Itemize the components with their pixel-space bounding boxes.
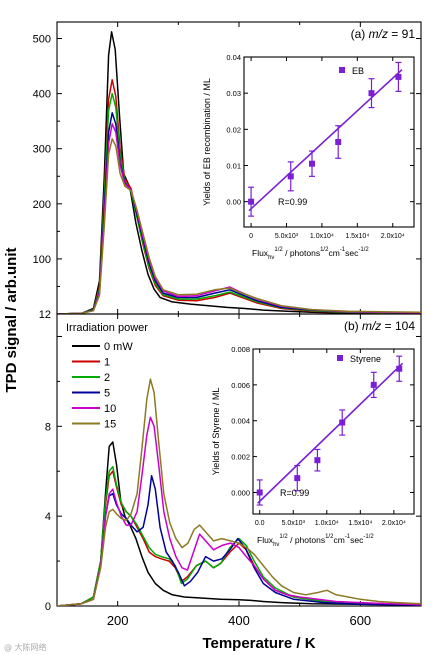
y-axis-title: TPD signal / arb.unit	[3, 247, 20, 392]
inset-b-ylabel: Yields of Styrene / ML	[211, 388, 221, 476]
inset-a-ytick-label: 0.02	[226, 125, 241, 134]
panel-a-ytick-label: 100	[33, 254, 51, 266]
inset-a-fit-line	[248, 69, 403, 212]
xtick-label: 600	[349, 613, 371, 628]
inset-b-frame	[252, 348, 415, 515]
inset-a-xtick-label: 2.0x10⁴	[381, 233, 405, 240]
inset-a: 0.00 0.01 0.02 0.03 0.04 0 5.0x10³ 1.0x10⁴ 1.5x1…	[202, 53, 415, 261]
inset-a-annotation: R=0.99	[278, 197, 307, 207]
panel-a-ytick-label: 500	[33, 34, 51, 46]
xtick-label: 200	[107, 613, 129, 628]
legend-label-0-mW: 0 mW	[104, 341, 133, 353]
xtick-label: 400	[228, 613, 250, 628]
inset-b-point	[396, 365, 403, 372]
inset-b-annotation: R=0.99	[280, 488, 309, 498]
inset-a-ytick-label: 0.04	[226, 53, 241, 62]
panel-b-label: (b) m/z = 104	[344, 319, 415, 333]
shared-axes: 200 400 600 Temperature / K TPD signal / arb…	[3, 247, 371, 652]
inset-a-xtick-label: 1.5x10⁴	[345, 233, 369, 240]
inset-a-frame	[243, 56, 415, 228]
inset-b-point	[256, 489, 263, 496]
inset-a-ytick-label: 0.00	[226, 198, 241, 207]
panel-b-ytick-label: 0	[45, 601, 51, 613]
inset-b-point	[339, 419, 346, 426]
series-line-b-10	[57, 416, 421, 606]
inset-a-xtick-label: 1.0x10⁴	[310, 233, 334, 240]
inset-a-ytick-label: 0.03	[226, 89, 241, 98]
inset-a-point	[335, 139, 342, 145]
inset-b-xtick-label: 0.0	[255, 520, 265, 527]
series-line-a-10	[57, 123, 421, 314]
watermark: @ 大陈网络	[4, 642, 47, 652]
inset-a-xtick-label: 0	[249, 233, 253, 240]
legend-label-1: 1	[104, 357, 110, 369]
inset-b-legend-marker	[337, 355, 343, 361]
inset-b-ytick-label: 0.008	[231, 345, 250, 354]
inset-b-fit-line	[257, 362, 404, 504]
inset-b-xtick-label: 5.0x10³	[282, 520, 306, 527]
inset-b-point	[314, 457, 321, 464]
inset-a-point	[395, 73, 402, 80]
x-axis-title: Temperature / K	[202, 635, 315, 652]
inset-b-ytick-label: 0.000	[231, 488, 250, 497]
inset-b-legend-label: Styrene	[350, 354, 381, 364]
panel-a-ytick-label: 12	[39, 309, 51, 321]
inset-a-xlabel: Fluxhν1/2 / photons1/2cm-1sec-1/2	[252, 247, 369, 261]
inset-b: 0.000 0.002 0.004 0.006 0.008 0.0 5.0x10³ 1.0x1…	[211, 345, 415, 548]
inset-a-legend-marker	[339, 67, 345, 73]
inset-b-ytick-label: 0.006	[231, 381, 250, 390]
panel-a-ytick-label: 400	[33, 89, 51, 101]
inset-b-xtick-label: 1.0x10⁴	[315, 520, 339, 527]
inset-b-xtick-label: 2.0x10⁴	[382, 520, 406, 527]
inset-b-xlabel: Fluxhν1/2 / photons1/2cm-1sec-1/2	[257, 534, 374, 548]
series-line-a-0-mW	[57, 31, 421, 314]
inset-a-ytick-label: 0.01	[226, 162, 241, 171]
inset-b-point	[294, 475, 301, 482]
panel-b-ytick-label: 4	[45, 511, 51, 523]
series-line-b-5	[57, 474, 421, 606]
inset-b-ytick-label: 0.004	[231, 417, 250, 426]
legend-label-10: 10	[104, 403, 116, 415]
inset-b-ytick-label: 0.002	[231, 453, 250, 462]
series-line-b-15	[57, 378, 421, 606]
inset-a-point	[248, 198, 255, 205]
panel-a-label: (a) m/z = 91	[351, 27, 416, 41]
series-line-b-0-mW	[57, 441, 421, 606]
legend-label-15: 15	[104, 419, 116, 431]
inset-a-xtick-label: 5.0x10³	[275, 233, 299, 240]
panel-b: 0 4 8 (b) m/z = 104 Irradiation power 0 mW 1 2 5…	[45, 313, 422, 613]
legend-label-5: 5	[104, 388, 110, 400]
inset-a-ylabel: Yields of EB recombination / ML	[202, 78, 212, 206]
panel-a-ytick-label: 300	[33, 144, 51, 156]
inset-b-point	[370, 381, 377, 388]
series-line-a-15	[57, 138, 421, 314]
legend-title: Irradiation power	[66, 322, 148, 334]
inset-a-point	[287, 173, 294, 180]
inset-a-point	[368, 90, 375, 97]
inset-a-legend-label: EB	[352, 66, 364, 76]
panel-a-ytick-label: 200	[33, 199, 51, 211]
inset-b-xtick-label: 1.5x10⁴	[348, 520, 372, 527]
legend-label-2: 2	[104, 372, 110, 384]
inset-a-point	[309, 160, 315, 167]
panel-b-ytick-label: 8	[45, 421, 51, 433]
